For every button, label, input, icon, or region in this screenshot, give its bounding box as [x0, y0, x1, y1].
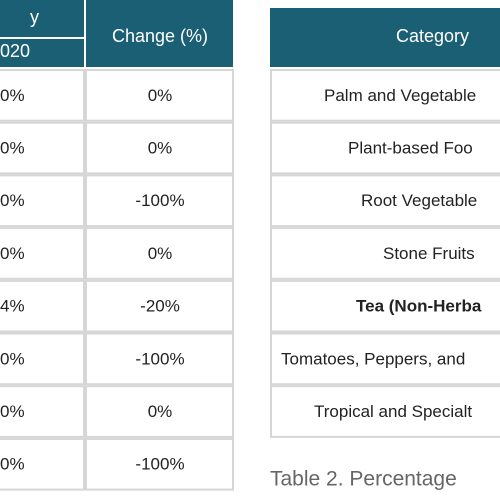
- cell: [85, 279, 234, 333]
- cell: [270, 332, 500, 386]
- cell: [85, 227, 234, 280]
- cell-text: 4%: [0, 297, 25, 316]
- cell-text: Tropical and Specialt: [314, 402, 472, 421]
- cell: [0, 332, 85, 386]
- cell-text: 0%: [0, 455, 25, 474]
- cell-text: -100%: [135, 455, 184, 474]
- cell: [0, 385, 85, 438]
- cell-text: 0%: [148, 86, 173, 105]
- cell-text: Stone Fruits: [383, 244, 475, 263]
- cell-text: 0%: [0, 349, 25, 368]
- cell: [270, 69, 500, 122]
- cell-text: -100%: [135, 349, 184, 368]
- cell: [270, 279, 500, 333]
- cell-text: Root Vegetable: [361, 191, 477, 210]
- header-cell: [86, 0, 233, 67]
- cell-text: Tomatoes, Peppers, and: [281, 349, 465, 368]
- header-text: 020: [0, 41, 30, 61]
- header-text: y: [30, 7, 39, 27]
- cell: [0, 279, 85, 333]
- cell: [85, 385, 234, 438]
- cell-text: 0%: [0, 402, 25, 421]
- cell: [85, 437, 234, 491]
- header-text: Change (%): [112, 26, 208, 46]
- cell: [0, 227, 85, 280]
- cell: [0, 174, 85, 228]
- cell-text: 0%: [0, 191, 25, 210]
- header-cell: [0, 39, 84, 67]
- header-cell: [270, 8, 500, 67]
- cell-text: 0%: [148, 244, 173, 263]
- header-cell: [0, 0, 84, 37]
- cell-text: 0%: [0, 244, 25, 263]
- cell-text: 0%: [148, 402, 173, 421]
- cell-text: Plant-based Foo: [348, 139, 473, 158]
- cell: [0, 437, 85, 491]
- cell-text: -100%: [135, 191, 184, 210]
- cell: [85, 69, 234, 122]
- cell: [0, 69, 85, 122]
- cell: [85, 332, 234, 386]
- cell: [270, 174, 500, 228]
- cell: [270, 121, 500, 175]
- caption: Table 2. Percentage: [270, 468, 457, 491]
- cell: [85, 174, 234, 228]
- cell-text: -20%: [140, 297, 180, 316]
- cell-text: 0%: [0, 86, 25, 105]
- header-text: Category: [396, 26, 469, 46]
- cell: [270, 227, 500, 280]
- cell-text: 0%: [0, 139, 25, 158]
- cell-text: Tea (Non-Herba: [356, 297, 482, 316]
- cell: [270, 385, 500, 438]
- cell: [0, 121, 85, 175]
- cell: [85, 121, 234, 175]
- cell-text: 0%: [148, 139, 173, 158]
- cell-text: Palm and Vegetable: [324, 86, 476, 105]
